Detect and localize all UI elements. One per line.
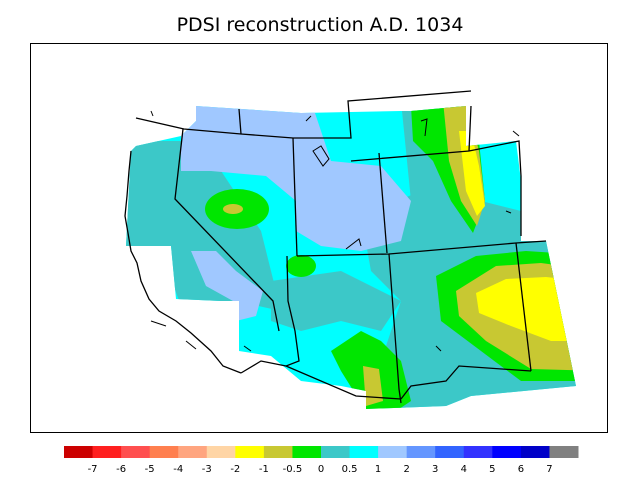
legend-swatch (435, 446, 465, 458)
legend-swatch (149, 446, 179, 458)
legend-swatch (235, 446, 265, 458)
lakes-and-islands (150, 110, 520, 352)
legend-tick-label: -1 (259, 464, 269, 475)
legend-swatch (520, 446, 550, 458)
legend-swatch (206, 446, 236, 458)
legend-swatch (406, 446, 436, 458)
legend-bar: -7 -6 -5 -4 -3 -2 -1 -0.5 0 0.5 1 2 3 4 5 6 7 (64, 446, 579, 475)
legend-tick-label: 2 (403, 464, 409, 475)
pdsi-field (126, 106, 576, 409)
legend-tick-label: 5 (489, 464, 495, 475)
map-title: PDSI reconstruction A.D. 1034 (176, 14, 464, 36)
legend-tick-label: 0.5 (342, 464, 358, 475)
color-legend: -7 -6 -5 -4 -3 -2 -1 -0.5 0 0.5 1 2 3 4 5 6 7 (0, 446, 640, 480)
legend-swatch (349, 446, 379, 458)
legend-tick-label: -0.5 (283, 464, 303, 475)
legend-swatch (463, 446, 493, 458)
legend-tick-label: 7 (546, 464, 552, 475)
legend-swatch (92, 446, 122, 458)
legend-tick-label: -6 (116, 464, 126, 475)
legend-tick-label: -5 (145, 464, 155, 475)
legend-swatch (378, 446, 408, 458)
legend-tick-label: 0 (318, 464, 324, 475)
legend-tick-label: -3 (202, 464, 212, 475)
pdsi-map (124, 90, 576, 409)
legend-swatch (321, 446, 351, 458)
legend-tick-label: 6 (518, 464, 524, 475)
map-panel (30, 43, 608, 433)
legend-swatch (121, 446, 151, 458)
legend-swatch (64, 446, 94, 458)
legend-tick-label: -2 (230, 464, 240, 475)
legend-tick-label: -7 (88, 464, 98, 475)
legend-tick-label: -4 (173, 464, 183, 475)
legend-swatch (292, 446, 322, 458)
legend-swatch (549, 446, 579, 458)
legend-tick-label: 1 (375, 464, 381, 475)
legend-tick-label: 4 (461, 464, 467, 475)
legend-tick-label: 3 (432, 464, 438, 475)
legend-swatch (492, 446, 522, 458)
legend-swatch (178, 446, 208, 458)
state-boundaries (124, 90, 547, 404)
legend-swatch (263, 446, 293, 458)
